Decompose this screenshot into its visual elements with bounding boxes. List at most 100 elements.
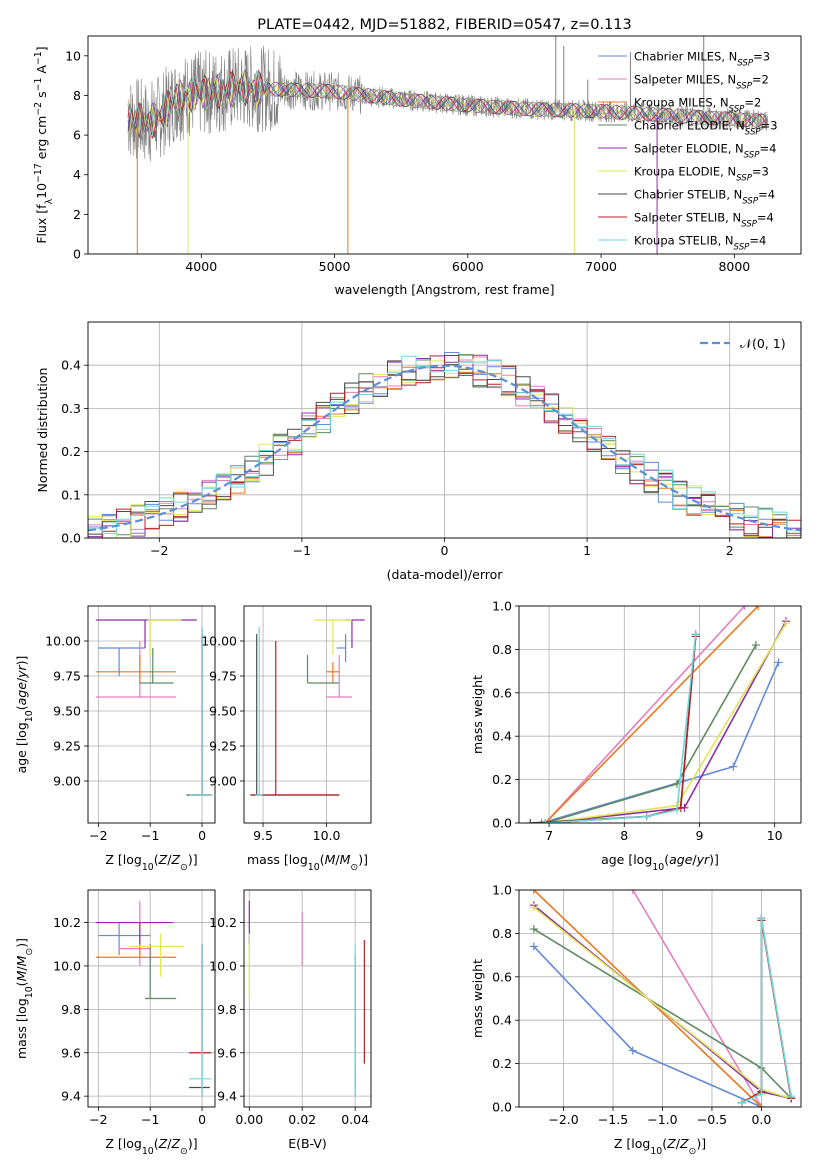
- y-tick-label: 9.75: [53, 669, 81, 684]
- axes-age_vs_mass: 9.5 10.0 9.00 9.25 9.50 9.75 10.00: [201, 606, 371, 843]
- axes-spectrum: 4000 5000 6000 7000 8000 0 2 4 6 8 10: [65, 48, 750, 274]
- y-tick-label: 9.8: [217, 1002, 237, 1017]
- y-tick-label: 9.25: [53, 739, 81, 754]
- y-tick-label: 9.8: [61, 1002, 81, 1017]
- legend-label: Salpeter MILES, NSSP=2: [634, 73, 769, 92]
- x-tick-label: −2.0: [548, 1112, 578, 1127]
- legend-label: Kroupa STELIB, NSSP=4: [634, 234, 766, 253]
- y-tick-label: 0.0: [492, 816, 512, 831]
- y-tick-label: 0.4: [61, 358, 81, 373]
- x-tick-label: 9: [696, 828, 704, 843]
- legend-label: Kroupa MILES, NSSP=2: [634, 96, 761, 115]
- x-tick-label: −0.5: [697, 1112, 727, 1127]
- y-tick-label: 0.8: [492, 926, 512, 941]
- y-axis-label: mass weight: [470, 675, 485, 754]
- axes-age_vs_Z: −2 −1 0 9.00 9.25 9.50 9.75 10.00: [45, 606, 215, 843]
- model-spectrum: [127, 70, 767, 139]
- axes-mass_vs_Z: −2 −1 0 9.4 9.6 9.8 10.0 10.2: [53, 890, 215, 1127]
- x-tick-label: −2: [89, 828, 107, 843]
- y-tick-label: 0.6: [492, 969, 512, 984]
- mass_vs_Z-frame: [87, 889, 216, 1108]
- x-tick-label: 9.5: [253, 828, 273, 843]
- x-tick-label: 0.00: [235, 1112, 263, 1127]
- legend-label: Salpeter STELIB, NSSP=4: [634, 211, 774, 230]
- weight-line: [530, 634, 697, 823]
- spectrum-legend: Chabrier MILES, NSSP=3 Salpeter MILES, NS…: [598, 50, 778, 253]
- axes-weight_vs_Z: −2.0 −1.5 −1.0 −0.5 0.0 0.0 0.2 0.4 0.6 0.8 1.0: [492, 883, 801, 1127]
- age_vs_mass-plot-area: [250, 619, 365, 796]
- axes-weight_vs_age: 7 8 9 10 0.0 0.2 0.4 0.6 0.8 1.0: [492, 599, 801, 843]
- legend-label: 𝒩(0, 1): [740, 336, 786, 351]
- weight-line: [533, 945, 762, 1107]
- x-tick-label: 8000: [718, 259, 750, 274]
- weight_vs_age-plot-area: [526, 606, 790, 823]
- y-tick-label: 9.4: [61, 1089, 81, 1104]
- weight-line: [541, 662, 780, 823]
- legend-label: Chabrier MILES, NSSP=3: [634, 50, 770, 69]
- model-spectrum: [127, 70, 767, 137]
- model-spectrum: [127, 68, 767, 139]
- spectrum-frame: [87, 35, 802, 255]
- x-tick-label: 6000: [452, 259, 484, 274]
- residuals-frame: [87, 321, 802, 539]
- x-axis-label: age [log10(age/yr)]: [601, 852, 719, 873]
- y-tick-label: 0.4: [492, 1013, 512, 1028]
- y-tick-label: 0.6: [492, 685, 512, 700]
- y-tick-label: 10.0: [209, 958, 237, 973]
- y-tick-label: 10.00: [45, 634, 81, 649]
- y-tick-label: 10.2: [209, 915, 237, 930]
- y-axis-label: Flux [fλ10−17 erg cm−2 s−1 A−1]: [33, 46, 55, 243]
- weight-line: [544, 606, 759, 823]
- y-axis-label: age [log10(age/yr)]: [14, 656, 35, 774]
- x-tick-label: 8: [620, 828, 628, 843]
- y-tick-label: 10: [65, 48, 81, 63]
- x-tick-label: −1: [141, 828, 159, 843]
- y-tick-label: 0.2: [61, 444, 81, 459]
- residual-histogram: [88, 355, 801, 536]
- y-tick-label: 9.6: [217, 1045, 237, 1060]
- y-tick-label: 0.1: [61, 487, 81, 502]
- weight-line: [545, 620, 787, 823]
- weight_vs_age-frame: [518, 605, 802, 824]
- y-tick-label: 0.4: [492, 729, 512, 744]
- y-tick-label: 10.00: [201, 634, 237, 649]
- chart-title: PLATE=0442, MJD=51882, FIBERID=0547, z=0…: [257, 17, 631, 33]
- x-tick-label: 1: [583, 543, 591, 558]
- x-tick-label: −1: [141, 1112, 159, 1127]
- x-tick-label: 7: [545, 828, 553, 843]
- y-tick-label: 9.00: [53, 774, 81, 789]
- y-tick-label: 0.3: [61, 401, 81, 416]
- x-tick-label: 10: [767, 828, 783, 843]
- y-tick-label: 0.8: [492, 642, 512, 657]
- residual-histogram: [88, 352, 801, 538]
- x-tick-label: 2: [726, 543, 734, 558]
- y-tick-label: 4: [73, 167, 81, 182]
- weight-line: [545, 636, 697, 823]
- x-tick-label: 0.02: [288, 1112, 316, 1127]
- y-tick-label: 0.2: [492, 772, 512, 787]
- mass_vs_ebv-plot-area: [248, 900, 365, 1097]
- x-tick-label: −1.5: [598, 1112, 628, 1127]
- y-tick-label: 10.2: [53, 915, 81, 930]
- weight_vs_Z-plot-area: [529, 890, 796, 1107]
- y-tick-label: 1.0: [492, 883, 512, 898]
- weight-line: [544, 606, 746, 823]
- x-tick-label: 10.0: [313, 828, 341, 843]
- legend-label: Chabrier ELODIE, NSSP=3: [634, 119, 778, 138]
- x-tick-label: 0.0: [751, 1112, 771, 1127]
- axes-mass_vs_ebv: 0.00 0.02 0.04 9.4 9.6 9.8 10.0 10.2: [209, 890, 371, 1127]
- model-spectrum: [127, 70, 767, 138]
- residuals-plot-area: [88, 352, 801, 538]
- y-tick-label: 6: [73, 128, 81, 143]
- y-axis-label: Normed distribution: [35, 368, 50, 493]
- y-tick-label: 0.2: [492, 1056, 512, 1071]
- weight-line: [545, 634, 697, 823]
- x-tick-label: −2: [89, 1112, 107, 1127]
- y-tick-label: 0.0: [61, 531, 81, 546]
- x-axis-label: mass [log10(M/M⊙)]: [247, 852, 368, 873]
- weight-line: [741, 918, 792, 1104]
- age_vs_mass-frame: [243, 605, 372, 824]
- residuals-legend: 𝒩(0, 1): [700, 336, 786, 351]
- y-tick-label: 9.50: [53, 704, 81, 719]
